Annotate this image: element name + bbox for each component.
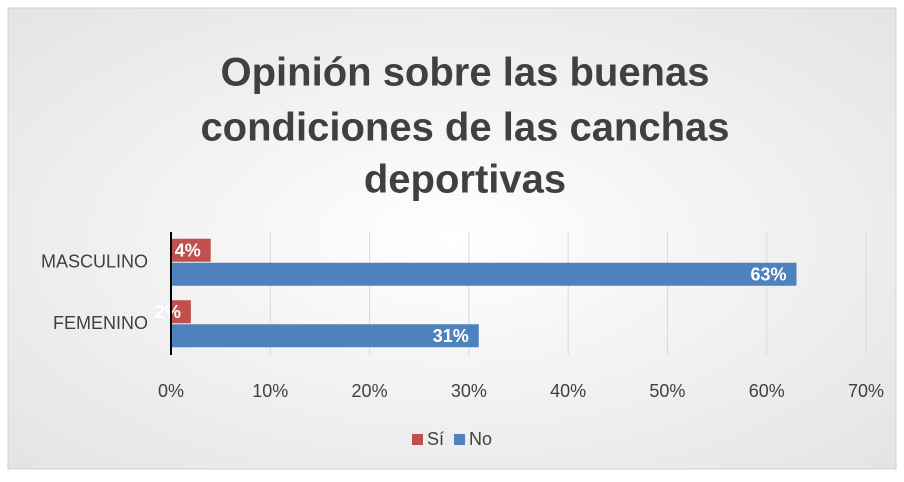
data-label: 63% (750, 265, 786, 285)
x-tick-label: 60% (749, 381, 785, 401)
data-label: 31% (433, 326, 469, 346)
data-label: 2% (155, 302, 181, 322)
chart-title: deportivas (364, 158, 566, 202)
chart-title: condiciones de las canchas (200, 106, 729, 150)
legend-swatch (412, 434, 423, 445)
bar (171, 300, 191, 324)
x-tick-label: 20% (352, 381, 388, 401)
bar (171, 324, 479, 348)
bar (171, 238, 211, 262)
legend-label: Sí (427, 429, 444, 449)
legend-label: No (469, 429, 492, 449)
x-tick-label: 30% (451, 381, 487, 401)
y-tick-label: MASCULINO (41, 252, 148, 272)
x-tick-label: 40% (550, 381, 586, 401)
chart-title: Opinión sobre las buenas (221, 51, 710, 95)
x-tick-label: 10% (252, 381, 288, 401)
bar (171, 262, 797, 286)
legend-swatch (454, 434, 466, 445)
chart-area (7, 7, 897, 470)
x-tick-label: 0% (158, 381, 184, 401)
y-tick-label: FEMENINO (53, 313, 148, 333)
x-tick-label: 70% (848, 381, 884, 401)
data-label: 4% (175, 241, 201, 261)
x-tick-label: 50% (649, 381, 685, 401)
